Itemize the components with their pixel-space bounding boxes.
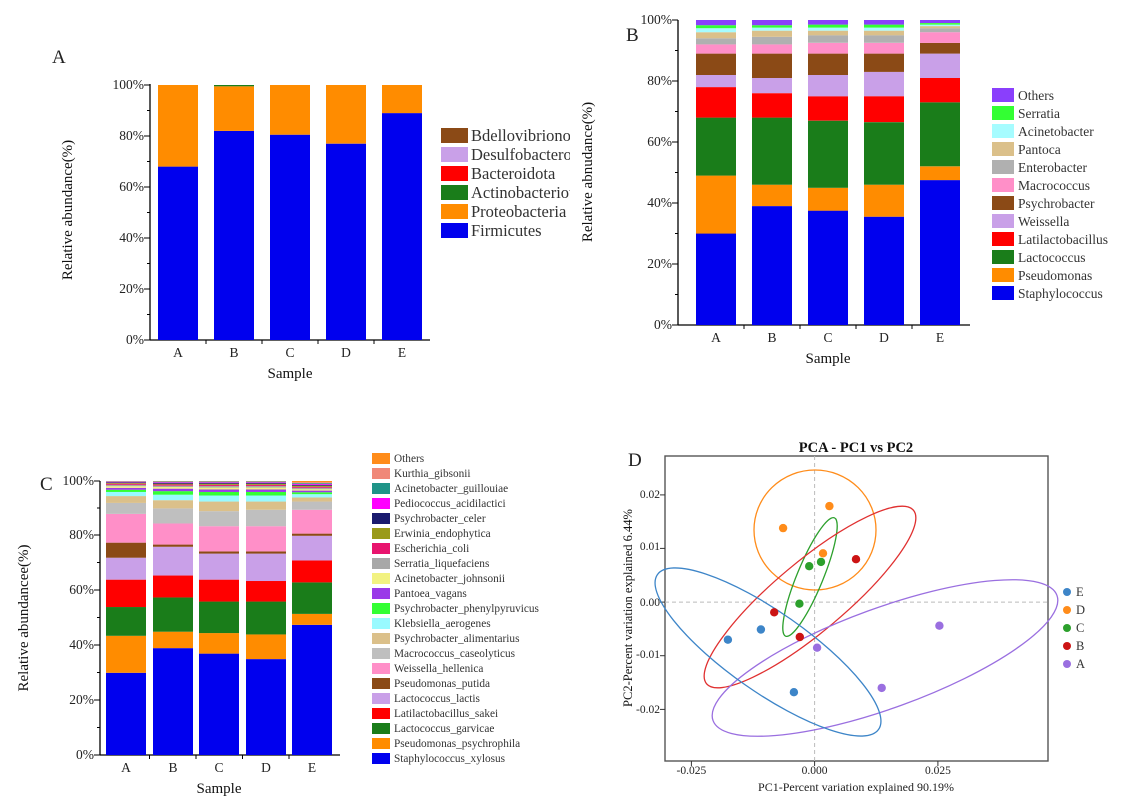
svg-text:A: A [173,345,183,360]
svg-text:0.000: 0.000 [802,765,828,777]
svg-text:100%: 100% [113,77,145,92]
svg-text:D: D [628,450,642,471]
svg-text:Pseudomonas: Pseudomonas [1018,268,1092,283]
svg-text:Others: Others [394,453,424,465]
svg-text:PC2-Percent variation explaine: PC2-Percent variation explained 6.44% [621,509,635,707]
svg-text:-0.025: -0.025 [677,765,707,777]
svg-text:Actinobacteriota: Actinobacteriota [471,183,570,202]
svg-text:Sample: Sample [197,781,242,797]
svg-text:A: A [1076,657,1085,671]
svg-text:Acinetobacter: Acinetobacter [1018,124,1094,139]
svg-text:20%: 20% [647,256,672,271]
svg-text:C: C [214,760,223,775]
svg-text:Psychrobacter_alimentarius: Psychrobacter_alimentarius [394,633,519,645]
svg-text:40%: 40% [69,637,94,652]
svg-text:Enterobacter: Enterobacter [1018,160,1087,175]
svg-text:Sample: Sample [806,351,851,367]
svg-text:Escherichia_coli: Escherichia_coli [394,543,469,555]
svg-text:-0.01: -0.01 [636,649,660,661]
svg-text:-0.02: -0.02 [636,704,660,716]
svg-text:20%: 20% [119,281,144,296]
svg-text:B: B [1076,639,1084,653]
svg-text:C: C [40,474,53,495]
svg-text:0%: 0% [126,332,144,347]
svg-text:Pseudomonas_psychrophila: Pseudomonas_psychrophila [394,738,520,750]
svg-text:40%: 40% [647,195,672,210]
svg-text:Others: Others [1018,88,1054,103]
svg-text:Sample: Sample [268,366,313,382]
svg-text:Kurthia_gibsonii: Kurthia_gibsonii [394,468,471,480]
svg-text:Erwinia_endophytica: Erwinia_endophytica [394,528,491,540]
svg-text:Staphylococcus: Staphylococcus [1018,286,1103,301]
svg-text:A: A [121,760,131,775]
svg-text:B: B [229,345,238,360]
svg-text:D: D [879,330,889,345]
svg-text:Psychrobacter: Psychrobacter [1018,196,1095,211]
svg-text:PCA - PC1 vs PC2: PCA - PC1 vs PC2 [799,440,913,456]
svg-text:C: C [1076,621,1084,635]
svg-text:Relative abundance(%): Relative abundance(%) [60,140,76,280]
svg-text:20%: 20% [69,692,94,707]
svg-text:D: D [341,345,351,360]
svg-text:Lactococcus_lactis: Lactococcus_lactis [394,693,480,705]
svg-text:E: E [936,330,944,345]
svg-text:0.02: 0.02 [640,489,660,501]
svg-text:Serratia_liquefaciens: Serratia_liquefaciens [394,558,489,570]
svg-text:B: B [168,760,177,775]
svg-text:Serratia: Serratia [1018,106,1060,121]
svg-text:Klebsiella_aerogenes: Klebsiella_aerogenes [394,618,491,630]
svg-text:Macrococcus: Macrococcus [1018,178,1090,193]
svg-text:A: A [711,330,721,345]
svg-text:Psychrobacter_phenylpyruvicus: Psychrobacter_phenylpyruvicus [394,603,539,615]
svg-text:B: B [626,25,639,46]
svg-text:Pantoca: Pantoca [1018,142,1061,157]
svg-text:Macrococcus_caseolyticus: Macrococcus_caseolyticus [394,648,515,660]
svg-text:0.00: 0.00 [640,597,660,609]
svg-text:Bdellovibrionota: Bdellovibrionota [471,126,570,145]
svg-text:60%: 60% [69,582,94,597]
svg-text:A: A [52,47,66,68]
svg-text:Staphylococcus_xylosus: Staphylococcus_xylosus [394,753,505,765]
svg-text:60%: 60% [119,179,144,194]
svg-text:Pseudomonas_putida: Pseudomonas_putida [394,678,490,690]
svg-text:Psychrobacter_celer: Psychrobacter_celer [394,513,486,525]
svg-text:Relative abnudance(%): Relative abnudance(%) [580,102,596,242]
svg-text:100%: 100% [63,473,95,488]
svg-text:Latilactobacillus_sakei: Latilactobacillus_sakei [394,708,498,720]
svg-text:D: D [261,760,271,775]
svg-text:Acinetobacter_johnsonii: Acinetobacter_johnsonii [394,573,505,585]
svg-text:Pantoea_vagans: Pantoea_vagans [394,588,467,600]
svg-text:Latilactobacillus: Latilactobacillus [1018,232,1108,247]
svg-text:60%: 60% [647,134,672,149]
svg-text:Proteobacteria: Proteobacteria [471,202,567,221]
svg-text:Desulfobacterota: Desulfobacterota [471,145,570,164]
svg-text:B: B [767,330,776,345]
svg-text:Firmicutes: Firmicutes [471,221,542,240]
svg-text:80%: 80% [647,73,672,88]
svg-text:Bacteroidota: Bacteroidota [471,164,556,183]
svg-text:E: E [308,760,316,775]
svg-text:100%: 100% [641,12,673,27]
svg-text:PC1-Percent variation explaine: PC1-Percent variation explained 90.19% [758,780,954,794]
svg-text:Acinetobacter_guillouiae: Acinetobacter_guillouiae [394,483,508,495]
svg-text:D: D [1076,603,1085,617]
svg-text:C: C [285,345,294,360]
svg-text:0.01: 0.01 [640,541,660,553]
svg-text:0.025: 0.025 [925,765,951,777]
svg-text:0%: 0% [76,747,94,762]
svg-text:Pediococcus_acidilactici: Pediococcus_acidilactici [394,498,506,510]
svg-text:Lactococcus: Lactococcus [1018,250,1085,265]
svg-text:E: E [1076,585,1084,599]
svg-text:E: E [398,345,406,360]
svg-text:Weissella: Weissella [1018,214,1069,229]
svg-text:Weissella_hellenica: Weissella_hellenica [394,663,483,675]
svg-text:C: C [823,330,832,345]
svg-text:80%: 80% [69,527,94,542]
svg-text:40%: 40% [119,230,144,245]
svg-text:Relative abundancee(%): Relative abundancee(%) [16,544,32,691]
svg-text:0%: 0% [654,317,672,332]
svg-text:Lactococcus_garvicae: Lactococcus_garvicae [394,723,494,735]
svg-text:80%: 80% [119,128,144,143]
